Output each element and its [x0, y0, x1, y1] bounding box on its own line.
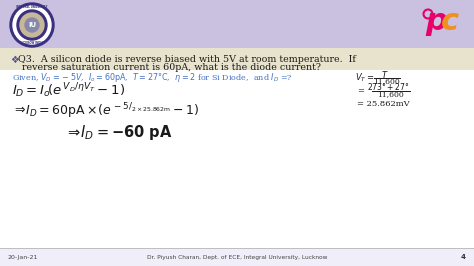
- Circle shape: [10, 3, 54, 47]
- Text: Q3.  A silicon diode is reverse biased with 5V at room temperature.  If: Q3. A silicon diode is reverse biased wi…: [18, 55, 356, 64]
- FancyBboxPatch shape: [0, 70, 474, 248]
- Text: c: c: [441, 7, 459, 36]
- Text: IU: IU: [28, 22, 36, 28]
- Text: ❖: ❖: [10, 55, 19, 65]
- Text: LUCKNOW INDIA: LUCKNOW INDIA: [20, 41, 44, 45]
- Text: $\Rightarrow\! I_D = 60\mathrm{pA} \times \!\left(e^{\,-5/_{2\times25.862\mathrm: $\Rightarrow\! I_D = 60\mathrm{pA} \time…: [12, 101, 200, 121]
- Text: p: p: [425, 7, 447, 36]
- Circle shape: [13, 6, 51, 44]
- Text: Given, $V_D = -5V$,  $I_o = 60\mathrm{pA}$,  $T = 27°\mathrm{C}$,  $\eta = 2$ fo: Given, $V_D = -5V$, $I_o = 60\mathrm{pA}…: [12, 72, 293, 85]
- Circle shape: [20, 13, 44, 37]
- Text: Dr. Piyush Charan, Dept. of ECE, Integral University, Lucknow: Dr. Piyush Charan, Dept. of ECE, Integra…: [147, 255, 327, 260]
- Text: $273° + 27°$: $273° + 27°$: [367, 81, 409, 93]
- FancyBboxPatch shape: [0, 248, 474, 266]
- Circle shape: [17, 10, 47, 40]
- Text: INTEGRAL UNIVERSITY: INTEGRAL UNIVERSITY: [16, 5, 48, 9]
- Text: 11,600: 11,600: [378, 90, 404, 98]
- Text: = 25.862mV: = 25.862mV: [357, 100, 410, 108]
- FancyBboxPatch shape: [0, 48, 474, 70]
- Text: $\Rightarrow\! I_D = \mathbf{-60 \ pA}$: $\Rightarrow\! I_D = \mathbf{-60 \ pA}$: [65, 123, 172, 142]
- Text: reverse saturation current is 60pA, what is the diode current?: reverse saturation current is 60pA, what…: [22, 63, 321, 72]
- Text: 20-Jan-21: 20-Jan-21: [8, 255, 38, 260]
- FancyBboxPatch shape: [0, 0, 474, 48]
- Text: $T$: $T$: [381, 69, 389, 81]
- Text: =: =: [357, 87, 364, 95]
- Text: $V_T =$: $V_T =$: [355, 72, 374, 84]
- Text: 11,600: 11,600: [374, 77, 401, 85]
- Text: 4: 4: [461, 254, 466, 260]
- Circle shape: [25, 18, 39, 32]
- Text: $I_D = I_o \!\left(e^{\,V_D/\eta V_T} - 1\right)$: $I_D = I_o \!\left(e^{\,V_D/\eta V_T} - …: [12, 82, 125, 100]
